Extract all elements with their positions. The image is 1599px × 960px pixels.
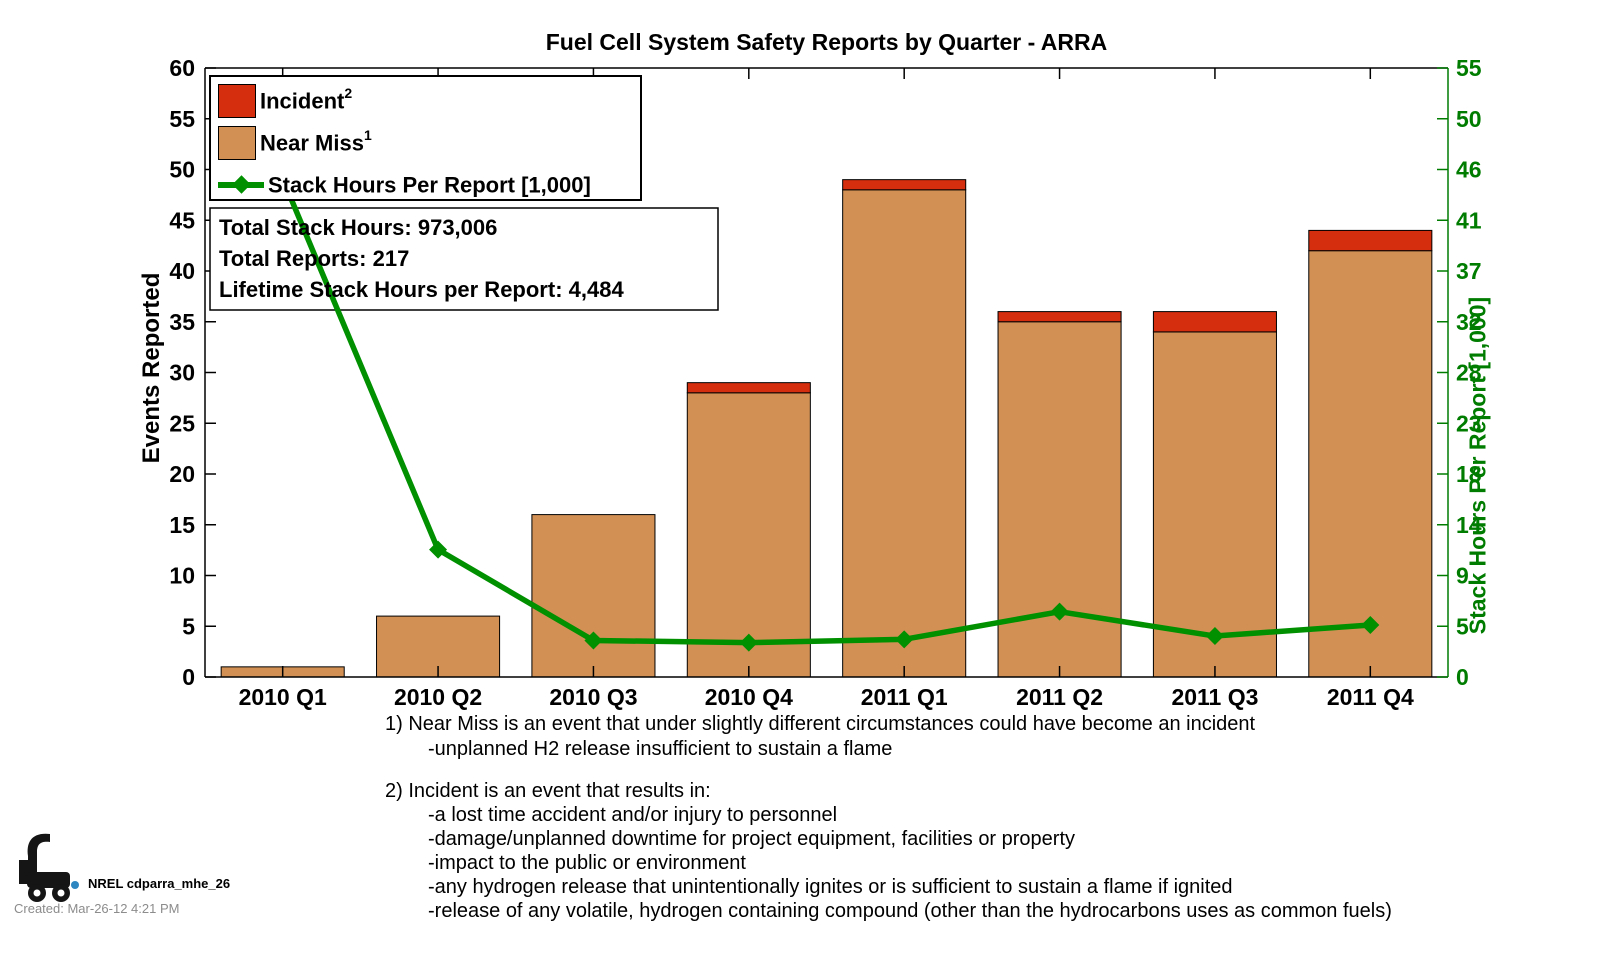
footnote-2-item: -any hydrogen release that unintentional… xyxy=(428,876,1233,898)
incident-swatch xyxy=(218,84,256,118)
incident-bar xyxy=(1152,311,1277,333)
x-tick-label: 2010 Q3 xyxy=(549,684,637,710)
totals-box xyxy=(209,207,719,311)
diamond-marker xyxy=(1361,615,1380,634)
footnote-1-item: -unplanned H2 release insufficient to su… xyxy=(428,738,893,760)
left-tick-label: 55 xyxy=(169,106,195,132)
legend-label-text: Stack Hours Per Report [1,000] xyxy=(268,172,591,198)
footnote-2-item: -damage/unplanned downtime for project e… xyxy=(428,828,1076,850)
left-tick-label: 30 xyxy=(169,360,195,386)
near-miss-bar xyxy=(842,189,967,678)
legend-box-outline xyxy=(209,75,642,201)
left-tick-label: 0 xyxy=(182,664,195,690)
legend-label: Near Miss1 xyxy=(260,127,372,156)
stack-hours-polyline xyxy=(280,177,1371,646)
right-tick-label: 46 xyxy=(1456,157,1482,183)
chart-legend: Incident2 Near Miss1 Stack Hours Per Rep… xyxy=(210,76,641,200)
left-tick-label: 5 xyxy=(182,613,195,639)
right-axis-label: Stack Hours Per Report [1,000] xyxy=(1464,296,1491,635)
left-axis-label: Events Reported xyxy=(138,272,165,464)
right-tick-label: 37 xyxy=(1456,258,1482,284)
x-tick-label: 2010 Q2 xyxy=(394,684,482,710)
x-tick-label: 2011 Q3 xyxy=(1171,684,1258,710)
chart-canvas: 0 5 10 15 20 25 30 35 40 45 50 55 60 0 5 9 14 18 23 28 32 37 4… xyxy=(169,55,1481,710)
line-sample-icon xyxy=(218,175,264,194)
total-reports: Total Reports: 217 xyxy=(219,246,410,271)
legend-frame xyxy=(209,75,642,201)
right-tick-label: 5 xyxy=(1456,613,1469,639)
created-timestamp: Created: Mar-26-12 4:21 PM xyxy=(14,901,180,916)
diamond-marker xyxy=(429,540,448,559)
right-tick-label: 9 xyxy=(1456,563,1469,589)
left-tick-label: 50 xyxy=(169,157,195,183)
near-miss-bar xyxy=(531,514,656,678)
program-label: NREL cdparra_mhe_26 xyxy=(88,876,231,891)
footnote-2-item: -a lost time accident and/or injury to p… xyxy=(428,804,838,826)
right-tick-label: 0 xyxy=(1456,664,1469,690)
near-miss-bar xyxy=(997,321,1122,678)
diamond-marker xyxy=(1050,602,1069,621)
left-tick-label: 60 xyxy=(169,55,195,81)
diamond-marker xyxy=(1205,627,1224,646)
right-tick-label: 55 xyxy=(1456,55,1482,81)
left-tick-label: 40 xyxy=(169,258,195,284)
footnote-2-item: -impact to the public or environment xyxy=(428,852,746,874)
legend-item-stack-hours: Stack Hours Per Report [1,000] xyxy=(218,166,591,204)
footnote-2-title: 2) Incident is an event that results in: xyxy=(385,780,711,802)
forklift-logo-icon xyxy=(19,833,79,902)
right-tick-label: 28 xyxy=(1456,360,1482,386)
near-miss-bar xyxy=(1152,331,1277,678)
diamond-marker-icon xyxy=(232,175,251,194)
legend-label-sup: 2 xyxy=(344,85,353,102)
legend-label: Stack Hours Per Report [1,000] xyxy=(268,171,591,198)
incident-bar xyxy=(997,311,1122,323)
left-tick-label: 15 xyxy=(169,512,195,538)
legend-item-near-miss: Near Miss1 xyxy=(218,124,372,162)
incident-bar xyxy=(686,382,811,394)
right-tick-label: 41 xyxy=(1456,207,1482,233)
right-tick-label: 50 xyxy=(1456,106,1482,132)
legend-label-text: Incident xyxy=(260,88,345,114)
right-tick-label: 14 xyxy=(1456,512,1482,538)
x-tick-label: 2011 Q2 xyxy=(1016,684,1103,710)
totals-annotation: Total Stack Hours: 973,006 Total Reports… xyxy=(219,212,624,305)
left-tick-label: 45 xyxy=(169,207,195,233)
diamond-marker xyxy=(739,633,758,652)
legend-item-incident: Incident2 xyxy=(218,82,352,120)
x-tick-label: 2010 Q4 xyxy=(705,684,793,710)
totals-box-outline xyxy=(209,207,719,311)
left-tick-label: 35 xyxy=(169,309,195,335)
legend-label-sup: 1 xyxy=(363,127,372,144)
incident-bar xyxy=(1308,229,1433,252)
right-tick-label: 23 xyxy=(1456,410,1482,436)
incident-bar xyxy=(842,179,967,191)
x-tick-label: 2011 Q1 xyxy=(861,684,948,710)
lifetime-stack-hours-per-report: Lifetime Stack Hours per Report: 4,484 xyxy=(219,277,624,302)
x-tick-label: 2010 Q1 xyxy=(239,684,327,710)
near-miss-bar xyxy=(686,392,811,678)
footnote-1-title: 1) Near Miss is an event that under slig… xyxy=(385,713,1256,735)
x-tick-label: 2011 Q4 xyxy=(1327,684,1414,710)
left-tick-label: 10 xyxy=(169,563,195,589)
near-miss-bar xyxy=(1308,250,1433,678)
chart-title: Fuel Cell System Safety Reports by Quart… xyxy=(545,29,1108,55)
bars xyxy=(220,179,1433,678)
legend-label: Incident2 xyxy=(260,85,353,114)
left-tick-label: 25 xyxy=(169,410,195,436)
left-tick-label: 20 xyxy=(169,461,195,487)
legend-label-text: Near Miss xyxy=(260,130,364,156)
footnote-2-item: -release of any volatile, hydrogen conta… xyxy=(428,900,1392,922)
diamond-marker xyxy=(584,631,603,650)
right-tick-label: 18 xyxy=(1456,461,1482,487)
near-miss-swatch xyxy=(218,126,256,160)
diamond-marker xyxy=(895,630,914,649)
right-tick-label: 32 xyxy=(1456,309,1482,335)
axes: 0 5 10 15 20 25 30 35 40 45 50 55 60 0 5 9 14 18 23 28 32 37 4… xyxy=(169,55,1481,710)
total-stack-hours: Total Stack Hours: 973,006 xyxy=(219,215,498,240)
